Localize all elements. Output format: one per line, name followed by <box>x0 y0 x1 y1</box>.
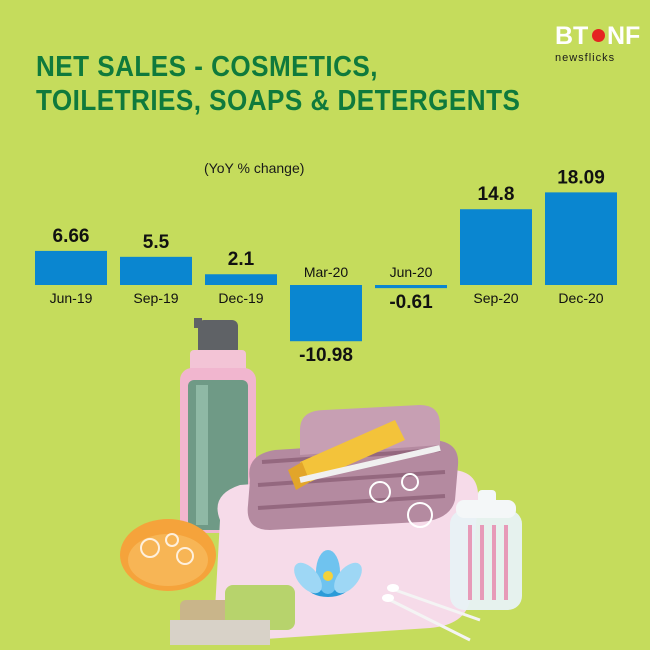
bar-Jun-20 <box>375 285 447 289</box>
sponge-icon <box>120 519 216 591</box>
bar-Dec-19 <box>205 274 277 285</box>
bar-Jun-19 <box>35 250 107 285</box>
category-label-Jun-19: Jun-19 <box>50 290 93 306</box>
logo-sub-text: newsflicks <box>555 52 616 64</box>
lotus-flower-icon <box>294 550 362 597</box>
chart-title-line-1: NET SALES - COSMETICS, <box>36 51 378 83</box>
category-label-Sep-20: Sep-20 <box>473 290 518 306</box>
category-label-Dec-19: Dec-19 <box>218 290 263 306</box>
logo-bt-text: BT <box>555 22 589 50</box>
cotton-buds-icon <box>382 584 481 642</box>
logo-nf-text: NF <box>607 22 641 50</box>
category-label-Dec-20: Dec-20 <box>558 290 603 306</box>
toothpaste-icon <box>288 420 441 490</box>
chart-title-line-2: TOILETRIES, SOAPS & DETERGENTS <box>36 85 521 117</box>
value-label-Sep-20: 14.8 <box>478 184 515 205</box>
category-label-Jun-20: Jun-20 <box>390 264 433 280</box>
chart-subtitle: (YoY % change) <box>204 160 305 176</box>
bt-newsflicks-logo: BT NF newsflicks <box>555 22 640 72</box>
value-label-Dec-19: 2.1 <box>228 249 255 270</box>
value-label-Jun-20: -0.61 <box>389 292 433 313</box>
soap-bars-icon <box>170 585 295 645</box>
bar-Sep-19 <box>120 256 192 285</box>
bar-Sep-20 <box>460 209 532 285</box>
value-label-Jun-19: 6.66 <box>53 226 90 247</box>
cotton-bud-jar-icon <box>450 490 522 610</box>
logo-dot-icon <box>592 29 605 42</box>
value-label-Dec-20: 18.09 <box>557 167 605 188</box>
category-label-Mar-20: Mar-20 <box>304 264 349 280</box>
bar-Mar-20 <box>290 285 362 342</box>
value-label-Sep-19: 5.5 <box>143 232 170 253</box>
bar-Dec-20 <box>545 192 617 285</box>
value-label-Mar-20: -10.98 <box>299 345 353 366</box>
category-label-Sep-19: Sep-19 <box>133 290 178 306</box>
